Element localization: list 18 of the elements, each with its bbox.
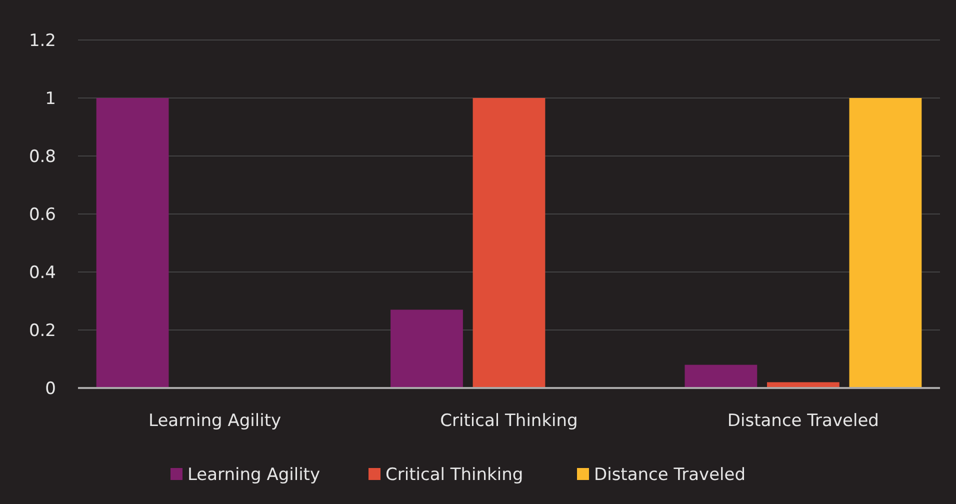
x-tick-label: Critical Thinking: [440, 411, 578, 431]
y-tick-label: 0.4: [28, 262, 56, 283]
bar: [472, 98, 546, 388]
y-tick-label: 0.2: [28, 320, 56, 341]
y-tick-label: 1: [45, 88, 56, 109]
legend-label: Distance Traveled: [594, 464, 746, 485]
y-tick-label: 0.6: [28, 204, 56, 225]
y-tick-label: 0.8: [28, 146, 56, 167]
bar: [684, 364, 758, 388]
bar: [390, 310, 463, 388]
x-tick-label: Distance Traveled: [727, 411, 879, 431]
bar: [96, 98, 169, 388]
legend-label: Critical Thinking: [386, 464, 524, 485]
y-tick-label: 0: [45, 378, 56, 399]
x-tick-label: Learning Agility: [148, 411, 282, 431]
bar: [849, 98, 922, 388]
y-tick-label: 1.2: [28, 30, 56, 51]
legend-label: Learning Agility: [188, 464, 320, 485]
